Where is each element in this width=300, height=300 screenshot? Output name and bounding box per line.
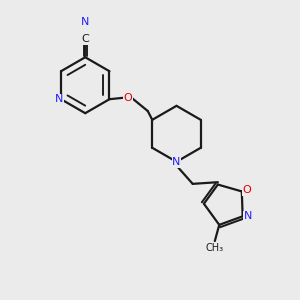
Text: O: O bbox=[123, 93, 132, 103]
Text: N: N bbox=[244, 211, 252, 221]
Text: N: N bbox=[81, 17, 89, 27]
Text: CH₃: CH₃ bbox=[206, 242, 224, 253]
Text: C: C bbox=[81, 34, 89, 44]
Text: N: N bbox=[55, 94, 64, 104]
Text: O: O bbox=[243, 185, 251, 195]
Text: N: N bbox=[172, 158, 181, 167]
